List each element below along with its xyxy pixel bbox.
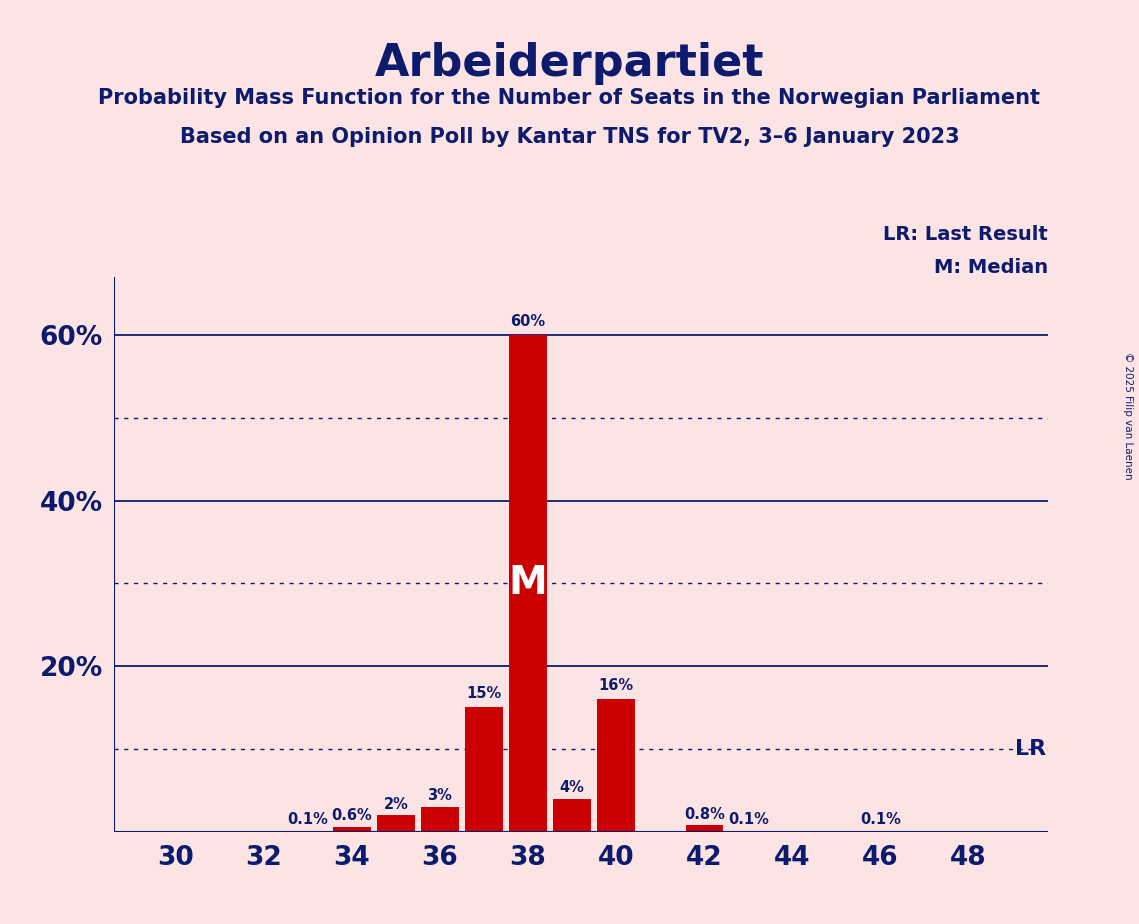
Text: 15%: 15% <box>466 686 501 701</box>
Text: 0.1%: 0.1% <box>287 812 328 828</box>
Text: LR: LR <box>1015 739 1046 759</box>
Bar <box>509 335 547 832</box>
Text: 0.8%: 0.8% <box>683 807 724 821</box>
Text: 0.6%: 0.6% <box>331 808 372 823</box>
Text: M: Median: M: Median <box>934 258 1048 277</box>
Bar <box>465 708 502 832</box>
Text: 0.1%: 0.1% <box>860 812 901 828</box>
Text: 60%: 60% <box>510 313 546 329</box>
Text: Based on an Opinion Poll by Kantar TNS for TV2, 3–6 January 2023: Based on an Opinion Poll by Kantar TNS f… <box>180 127 959 147</box>
Bar <box>333 827 370 832</box>
Text: © 2025 Filip van Laenen: © 2025 Filip van Laenen <box>1123 352 1133 480</box>
Text: M: M <box>509 565 548 602</box>
Bar <box>598 699 634 832</box>
Text: LR: Last Result: LR: Last Result <box>883 225 1048 244</box>
Text: 16%: 16% <box>599 677 633 693</box>
Text: 4%: 4% <box>559 780 584 796</box>
Bar <box>554 798 591 832</box>
Bar <box>686 825 723 832</box>
Bar <box>421 807 459 832</box>
Text: Probability Mass Function for the Number of Seats in the Norwegian Parliament: Probability Mass Function for the Number… <box>98 88 1041 108</box>
Text: 0.1%: 0.1% <box>728 812 769 828</box>
Text: Arbeiderpartiet: Arbeiderpartiet <box>375 42 764 85</box>
Text: 3%: 3% <box>427 788 452 804</box>
Text: 2%: 2% <box>384 796 408 812</box>
Bar <box>377 815 415 832</box>
